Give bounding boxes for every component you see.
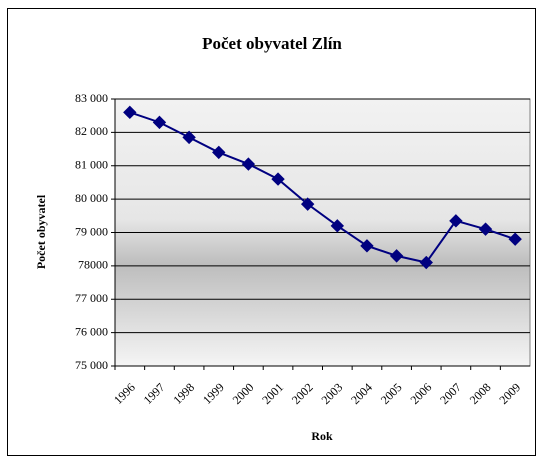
data-point <box>241 157 256 171</box>
data-point <box>152 115 167 130</box>
data-point <box>449 214 463 228</box>
chart-title: Počet obyvatel Zlín <box>202 34 342 53</box>
y-axis-label: Počet obyvatel <box>34 194 48 269</box>
data-point <box>330 219 345 233</box>
y-tick-label: 80 000 <box>75 191 108 205</box>
data-point <box>271 172 285 186</box>
y-tick-label: 75 000 <box>75 358 108 372</box>
y-tick-label: 79 000 <box>75 224 108 238</box>
y-tick-label: 77 000 <box>75 291 108 305</box>
data-point <box>182 130 196 145</box>
y-tick-label: 81 000 <box>75 158 108 172</box>
y-tick-label: 82 000 <box>75 124 108 138</box>
data-point <box>360 239 374 253</box>
data-point <box>478 222 493 236</box>
data-point <box>212 145 226 160</box>
data-point <box>389 249 404 263</box>
y-tick-label: 83 000 <box>75 91 108 105</box>
y-tick-label: 76 000 <box>75 324 108 338</box>
data-point <box>508 232 522 246</box>
data-point <box>123 105 137 120</box>
y-tick-label: 78000 <box>78 258 108 272</box>
series-line <box>129 111 516 264</box>
x-axis-label: Rok <box>311 429 333 443</box>
data-point <box>300 197 315 211</box>
data-point <box>419 255 433 270</box>
